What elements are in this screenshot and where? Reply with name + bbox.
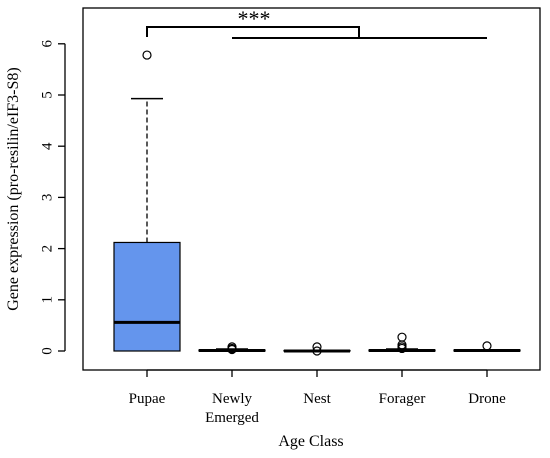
significance-annotation: *** (146, 6, 487, 39)
outlier-point (142, 50, 152, 60)
outlier-point (482, 341, 492, 351)
box-iqr (113, 241, 181, 352)
y-axis: 0 1 2 3 4 5 6 (39, 40, 66, 355)
x-tick-label: Drone (468, 391, 506, 407)
box-drone (453, 341, 521, 352)
y-tick-label: 4 (39, 142, 55, 150)
box-pupae (113, 50, 181, 352)
outlier-point (312, 342, 322, 352)
y-tick-label: 5 (39, 91, 55, 99)
outlier-point (312, 346, 322, 356)
y-tick-label: 6 (39, 40, 55, 48)
x-axis: Pupae Newly Emerged Nest Forager Drone (129, 369, 506, 426)
outlier-point (227, 342, 237, 352)
x-tick-label: Nest (303, 391, 331, 407)
box-series (113, 50, 521, 356)
box-forager (368, 332, 436, 354)
x-axis-title: Age Class (278, 433, 343, 450)
x-tick-label: Pupae (129, 391, 166, 407)
sig-label: *** (238, 6, 271, 31)
y-tick-label: 2 (39, 245, 55, 253)
x-tick-label: Forager (379, 391, 426, 407)
y-tick-label: 0 (39, 347, 55, 355)
box-newly-emerged (198, 342, 266, 355)
sig-bracket (146, 26, 360, 38)
box-nest (283, 342, 351, 356)
x-tick-label: Newly (212, 391, 252, 407)
outlier-point (397, 332, 407, 342)
y-axis-title: Gene expression (pro-resilin/eIF3-S8) (5, 67, 22, 311)
y-tick-label: 3 (39, 194, 55, 202)
x-tick-label: Emerged (205, 410, 259, 426)
y-tick-label: 1 (39, 296, 55, 304)
